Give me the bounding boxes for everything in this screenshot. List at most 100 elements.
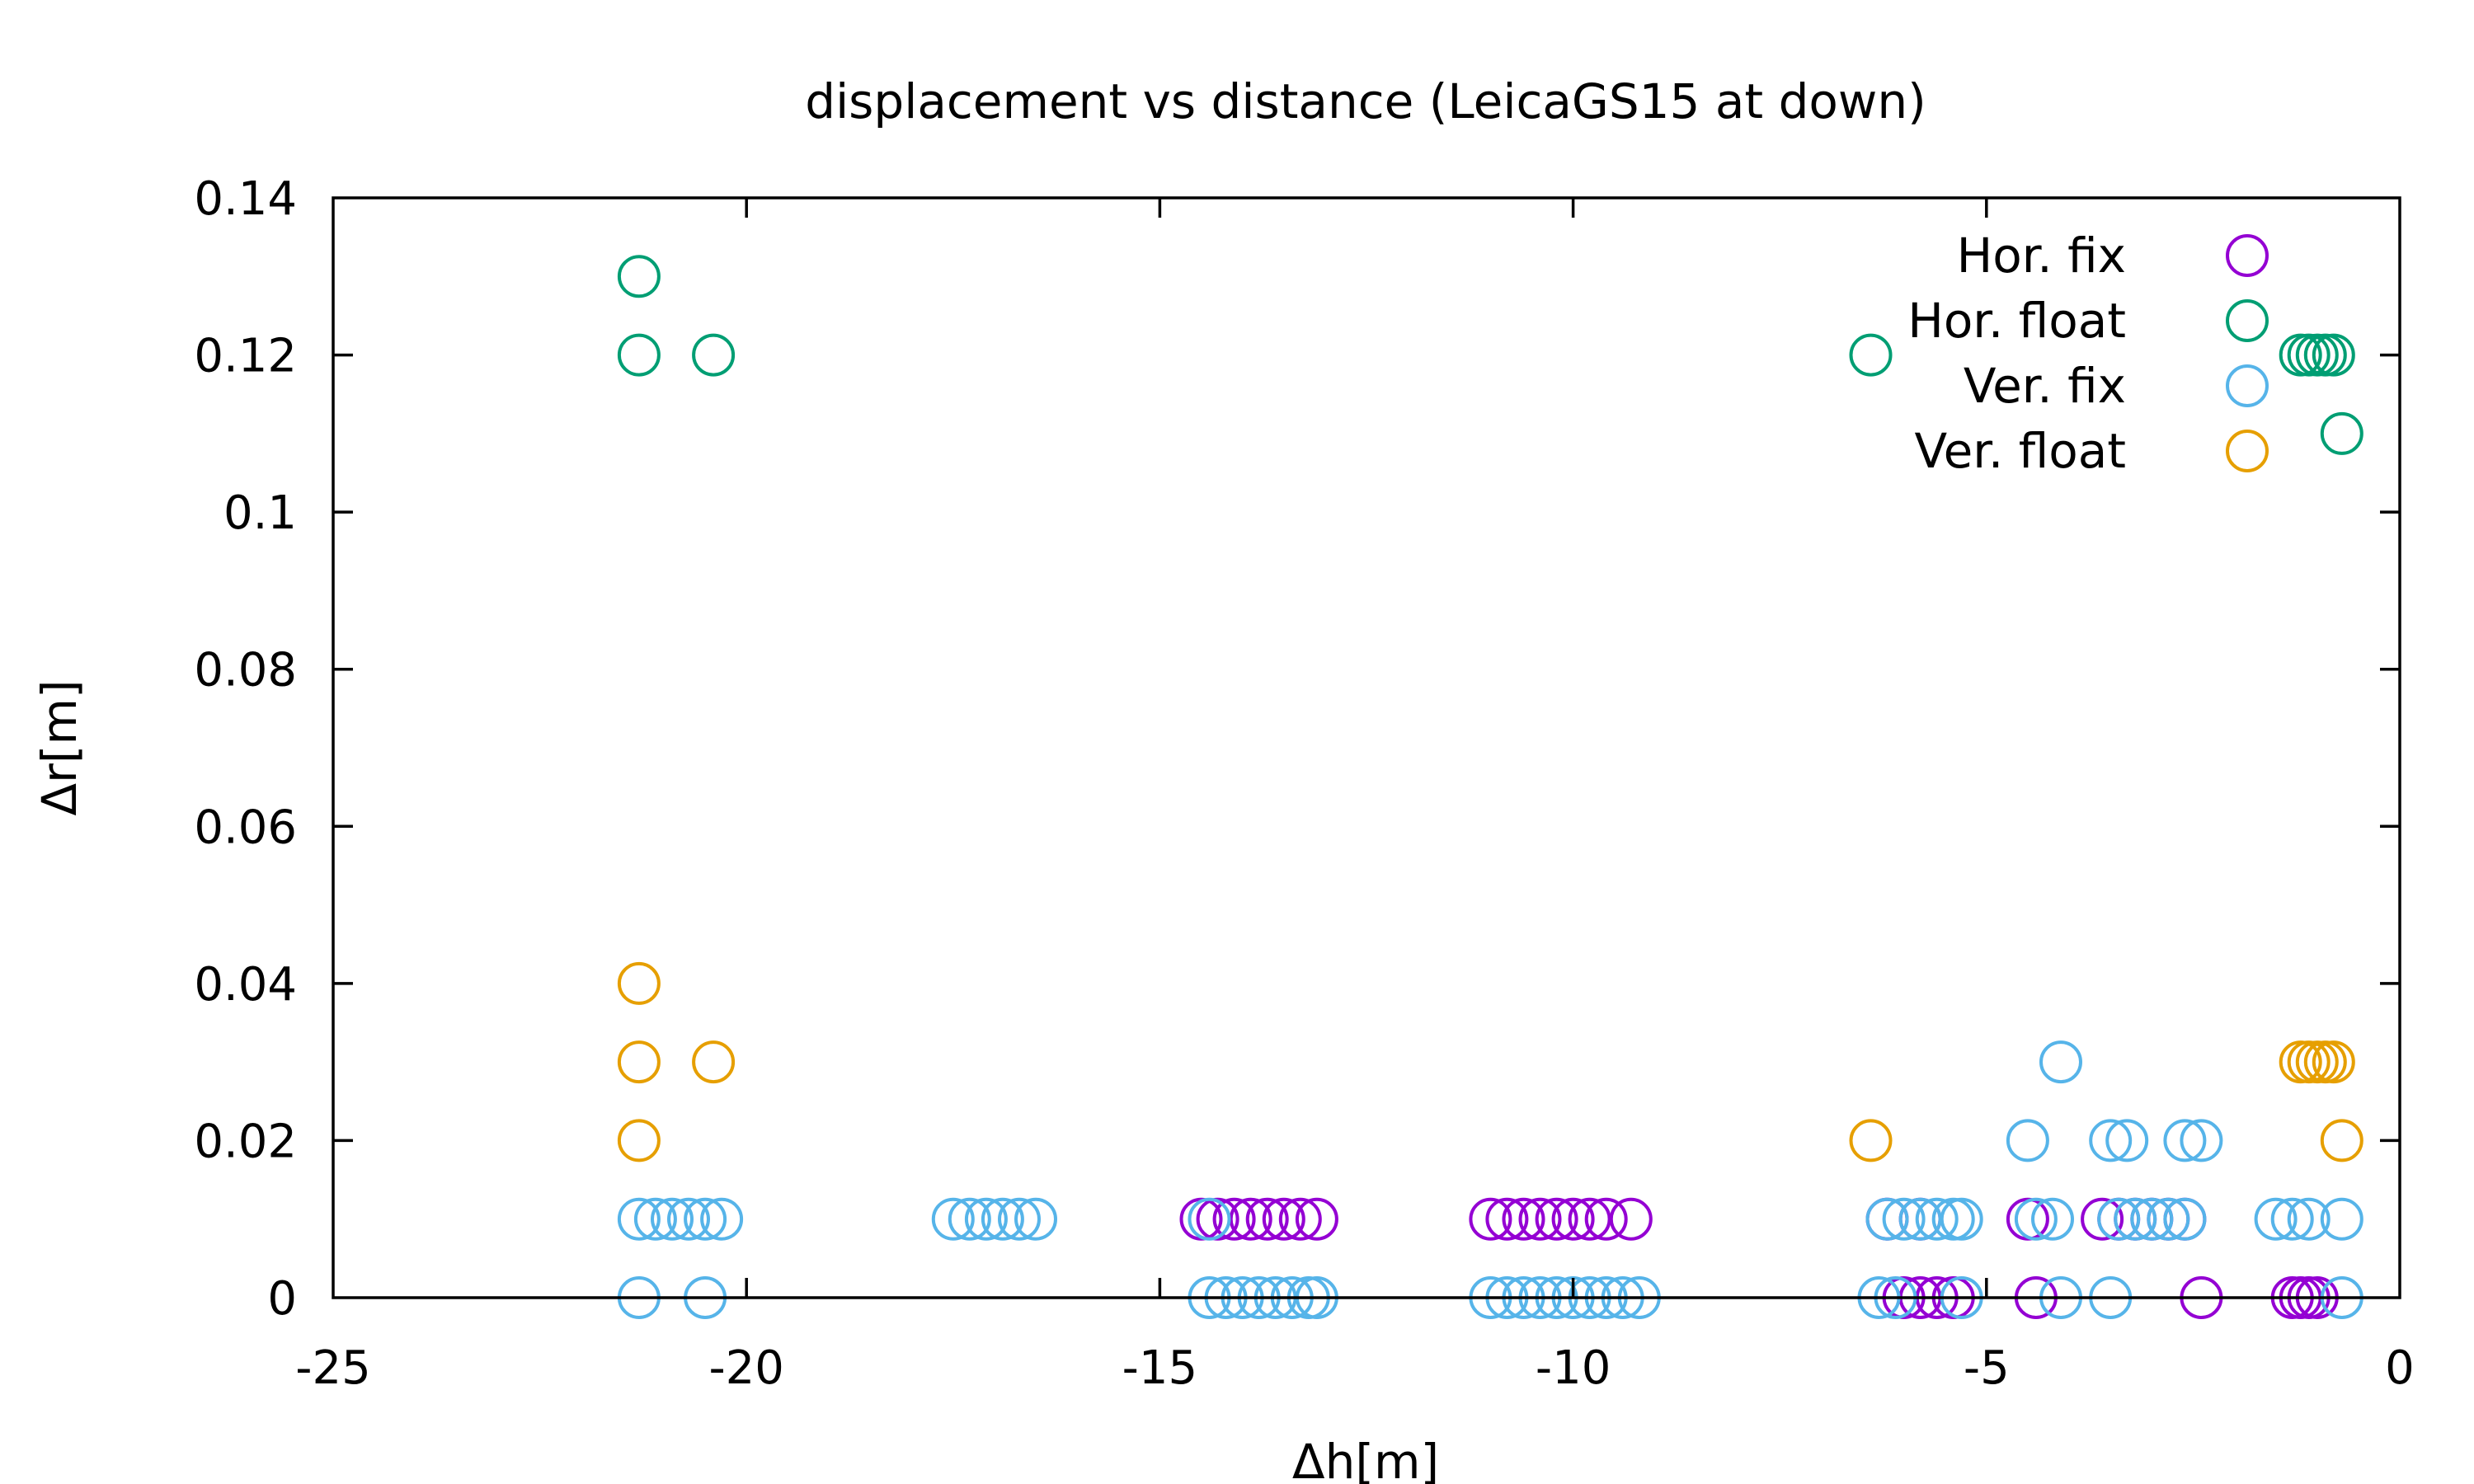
data-point <box>1940 1197 1983 1241</box>
data-point <box>2287 333 2331 377</box>
series-1 <box>617 255 2363 455</box>
data-point <box>2303 1040 2347 1084</box>
data-point <box>1551 1197 1595 1241</box>
data-point <box>2114 1197 2157 1241</box>
plot-frame <box>332 196 2401 1299</box>
ticks-layer: -25 -20 -15 -10 -5 0 0 0.02 0.04 0.06 0.08 0.1 0.12 0… <box>194 172 2415 1395</box>
x-tick-label: -10 <box>1536 1341 1611 1395</box>
data-point <box>1535 1197 1578 1241</box>
legend: Hor. fix Hor. float Ver. fix Ver. float <box>1907 228 2269 479</box>
legend-label: Ver. fix <box>1964 358 2126 414</box>
data-point <box>1865 1197 1909 1241</box>
data-point <box>692 1040 736 1084</box>
data-point <box>2130 1197 2174 1241</box>
data-point <box>981 1197 1024 1241</box>
data-point <box>2312 333 2355 377</box>
data-point <box>692 333 736 377</box>
data-point <box>948 1197 991 1241</box>
x-tick-label: -5 <box>1964 1341 2010 1395</box>
data-point <box>684 1197 727 1241</box>
data-point <box>964 1197 1008 1241</box>
y-tick-label: 0.12 <box>194 330 297 383</box>
data-point <box>1849 1119 1893 1162</box>
series-3 <box>617 961 2363 1162</box>
points-layer <box>617 255 2363 1319</box>
legend-label: Hor. fix <box>1957 228 2126 284</box>
data-point <box>2254 1197 2298 1241</box>
data-point <box>617 1119 661 1162</box>
y-axis-label: Δr[m] <box>31 679 87 815</box>
y-tick-label: 0.02 <box>194 1115 297 1168</box>
data-point <box>617 1040 661 1084</box>
data-point <box>633 1197 677 1241</box>
data-point <box>2039 1040 2082 1084</box>
data-point <box>1188 1197 1231 1241</box>
data-point <box>2163 1119 2207 1162</box>
data-point <box>2180 1119 2223 1162</box>
data-point <box>2312 1040 2355 1084</box>
data-point <box>1518 1197 1562 1241</box>
data-point <box>2081 1197 2124 1241</box>
data-point <box>1584 1197 1628 1241</box>
data-point <box>617 961 661 1005</box>
data-point <box>2014 1197 2058 1241</box>
data-point <box>2320 1197 2363 1241</box>
data-point <box>2089 1119 2133 1162</box>
data-point <box>2295 333 2339 377</box>
data-point <box>1262 1197 1305 1241</box>
data-point <box>2287 1040 2331 1084</box>
legend-marker <box>2226 364 2269 407</box>
data-point <box>1915 1197 1959 1241</box>
data-point <box>667 1197 710 1241</box>
data-point <box>1469 1197 1512 1241</box>
x-axis-label: Δh[m] <box>1292 1434 1439 1484</box>
data-point <box>2147 1197 2190 1241</box>
data-point <box>617 255 661 298</box>
data-point <box>1568 1197 1611 1241</box>
legend-label: Hor. float <box>1907 293 2126 349</box>
data-point <box>2006 1119 2049 1162</box>
y-tick-label: 0.06 <box>194 801 297 854</box>
data-point <box>2097 1197 2141 1241</box>
data-point <box>1882 1197 1926 1241</box>
data-point <box>2287 1197 2331 1241</box>
data-point <box>1245 1197 1289 1241</box>
data-point <box>1014 1197 1057 1241</box>
y-tick-label: 0.08 <box>194 644 297 697</box>
data-point <box>2295 1040 2339 1084</box>
data-point <box>2163 1197 2207 1241</box>
legend-label: Ver. float <box>1914 423 2126 479</box>
data-point <box>2270 1197 2314 1241</box>
data-point <box>2006 1197 2049 1241</box>
series-2 <box>617 1040 2363 1319</box>
y-tick-label: 0.14 <box>194 172 297 226</box>
data-point <box>2320 1119 2363 1162</box>
data-point <box>1898 1197 1942 1241</box>
data-point <box>931 1197 975 1241</box>
data-point <box>1609 1197 1653 1241</box>
data-point <box>1229 1197 1272 1241</box>
data-point <box>2031 1197 2074 1241</box>
x-tick-label: -20 <box>708 1341 783 1395</box>
data-point <box>1278 1197 1322 1241</box>
data-point <box>1502 1197 1545 1241</box>
data-point <box>1196 1197 1239 1241</box>
x-tick-label: 0 <box>2385 1341 2415 1395</box>
legend-marker <box>2226 234 2269 277</box>
data-point <box>1485 1197 1529 1241</box>
x-tick-label: -25 <box>295 1341 370 1395</box>
y-tick-label: 0.1 <box>223 486 297 540</box>
legend-marker <box>2226 299 2269 342</box>
legend-marker <box>2226 430 2269 472</box>
data-point <box>700 1197 744 1241</box>
y-tick-label: 0 <box>267 1272 297 1326</box>
data-point <box>651 1197 694 1241</box>
y-tick-label: 0.04 <box>194 958 297 1012</box>
data-point <box>1849 333 1893 377</box>
data-point <box>617 1197 661 1241</box>
data-point <box>998 1197 1041 1241</box>
data-point <box>2303 333 2347 377</box>
data-point <box>2320 411 2363 455</box>
data-point <box>1295 1197 1338 1241</box>
